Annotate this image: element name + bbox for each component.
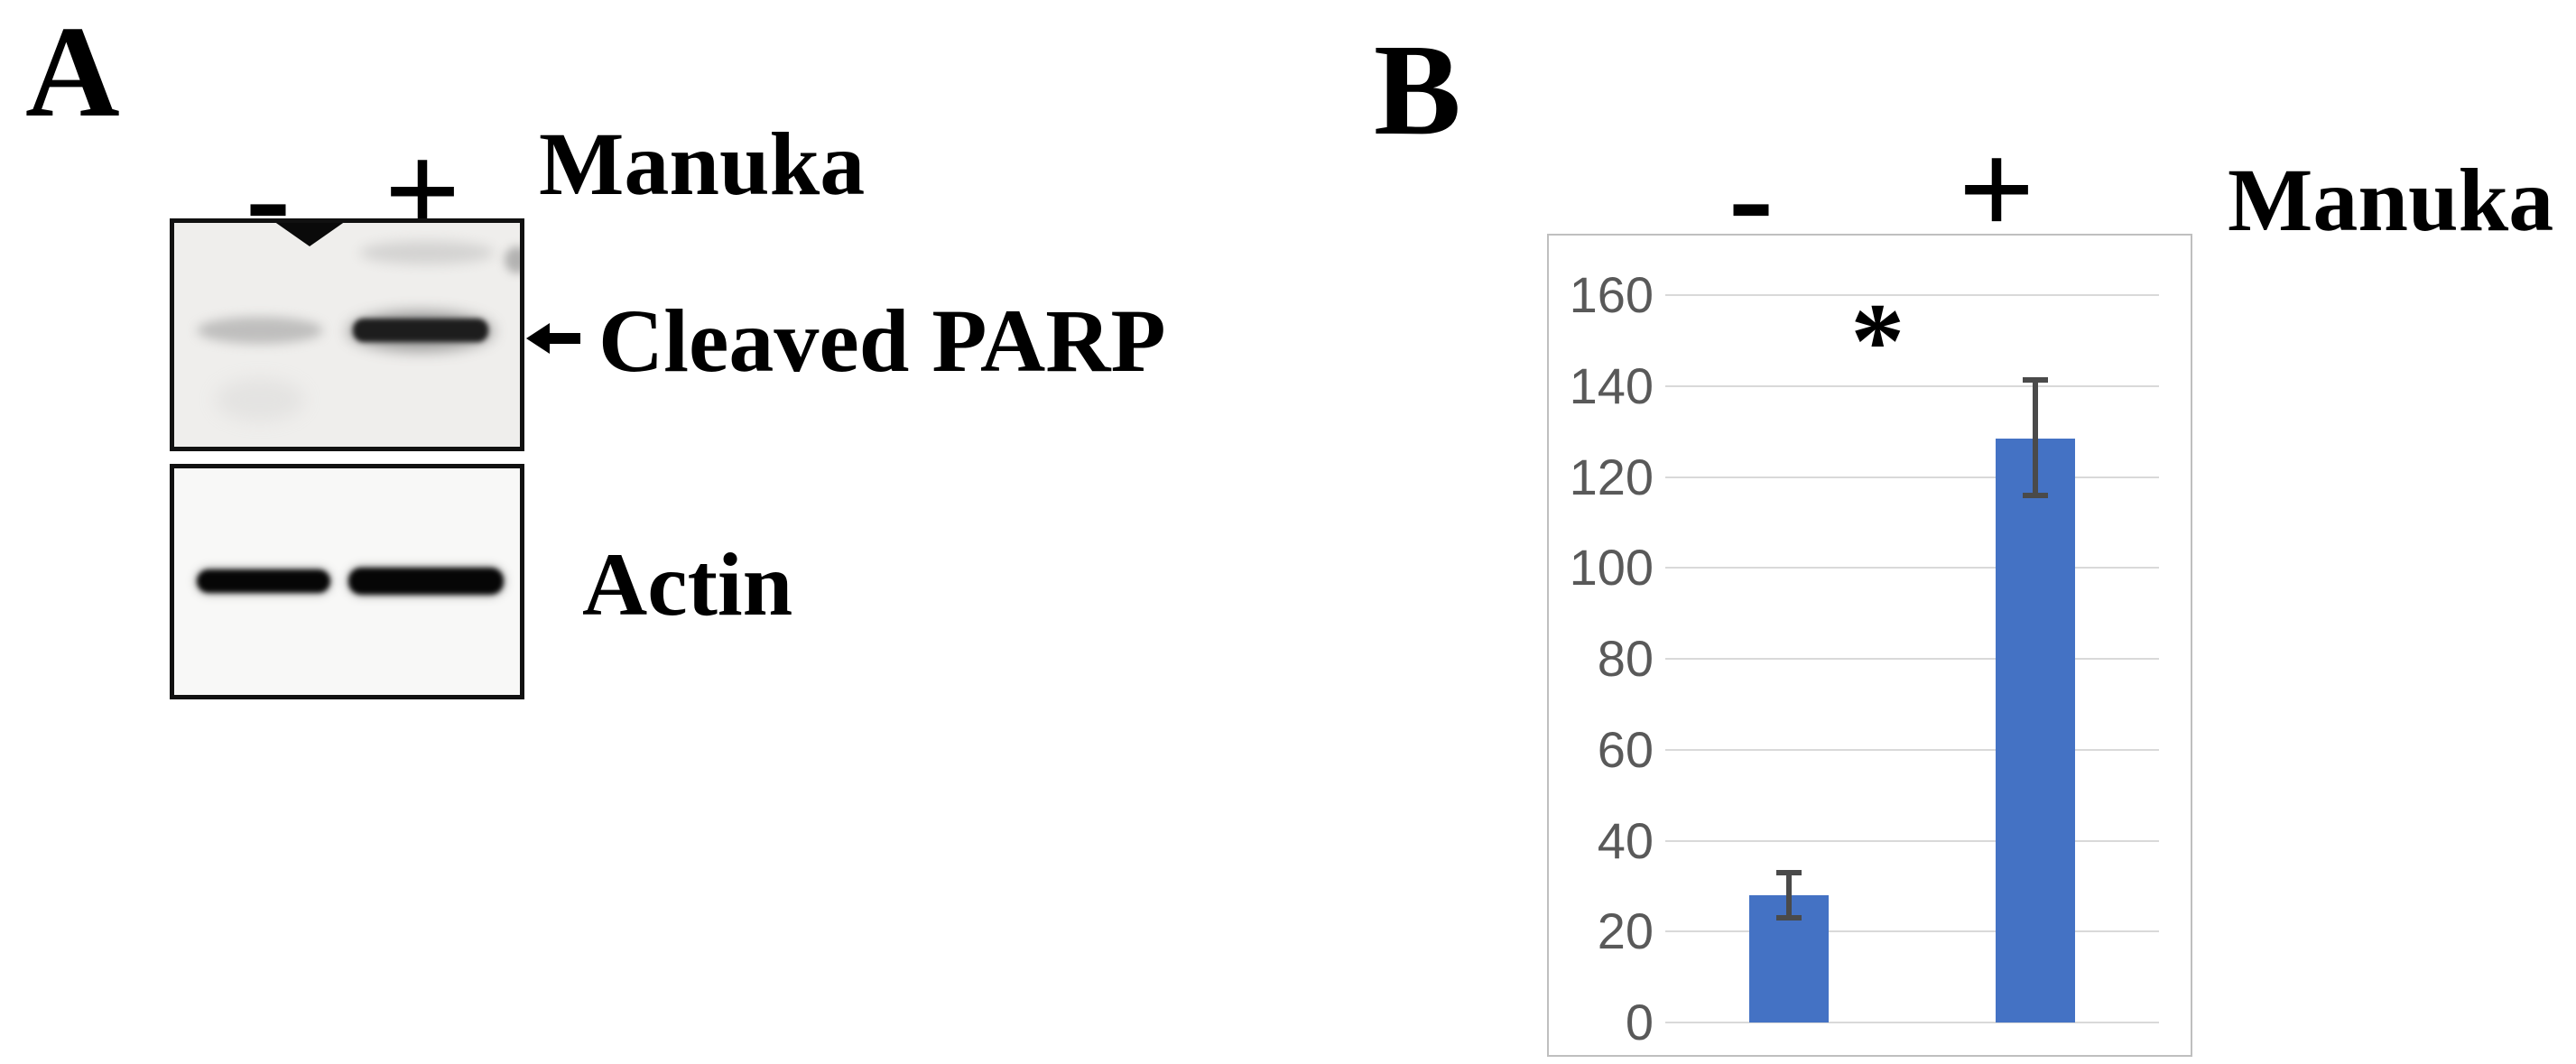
gridline-80 <box>1665 658 2159 661</box>
actin-band-minus <box>197 569 330 593</box>
error-cap-top-minus <box>1775 869 1802 875</box>
cleaved-parp-band-plus <box>353 319 488 342</box>
y-tick-label-120: 120 <box>1569 448 1654 505</box>
error-bar-minus <box>1785 872 1792 919</box>
chart-plot-area: 0 20 40 60 80 100 120 140 160 * <box>1570 250 2159 1050</box>
error-cap-top-plus <box>2023 376 2049 383</box>
actin-band-plus <box>348 568 504 595</box>
actin-label: Actin <box>582 534 793 634</box>
y-tick-label-20: 20 <box>1597 902 1654 960</box>
western-blot-cleaved-parp <box>170 218 524 451</box>
gridline-60 <box>1665 748 2159 751</box>
gridline-140 <box>1665 385 2159 388</box>
panel-b-label: B <box>1374 18 1461 162</box>
y-tick-label-60: 60 <box>1597 720 1654 778</box>
significance-asterisk: * <box>1850 280 1905 401</box>
panel-a-label: A <box>25 0 120 144</box>
y-tick-label-40: 40 <box>1597 811 1654 869</box>
gridline-160 <box>1665 294 2159 297</box>
cleaved-parp-label: Cleaved PARP <box>598 291 1166 391</box>
error-cap-bottom-minus <box>1775 915 1802 921</box>
cleaved-parp-band-minus <box>197 317 323 344</box>
y-tick-label-100: 100 <box>1569 539 1654 597</box>
gridline-40 <box>1665 839 2159 842</box>
blot-notch <box>273 223 346 246</box>
gridline-20 <box>1665 930 2159 933</box>
panel-b-treatment-label: Manuka <box>2228 150 2554 250</box>
gridline-0 <box>1665 1022 2159 1023</box>
background-smudge <box>215 378 305 421</box>
gridline-120 <box>1665 476 2159 478</box>
gridline-100 <box>1665 567 2159 569</box>
error-bar-plus <box>2033 379 2039 495</box>
western-blot-actin <box>170 464 524 699</box>
panel-a-treatment-label: Manuka <box>539 114 866 214</box>
background-spot <box>505 246 520 273</box>
background-smear <box>359 241 495 264</box>
error-cap-bottom-plus <box>2023 492 2049 498</box>
y-tick-label-80: 80 <box>1597 630 1654 688</box>
panel-a: A - + Manuka Cleaved PARP Actin <box>0 0 1282 1064</box>
left-arrow-icon <box>526 323 584 354</box>
bar-chart: 0 20 40 60 80 100 120 140 160 * <box>1547 234 2192 1057</box>
y-tick-label-140: 140 <box>1569 357 1654 415</box>
y-tick-label-160: 160 <box>1569 266 1654 324</box>
bar-plus <box>1996 438 2076 1022</box>
y-tick-label-0: 0 <box>1625 994 1654 1050</box>
